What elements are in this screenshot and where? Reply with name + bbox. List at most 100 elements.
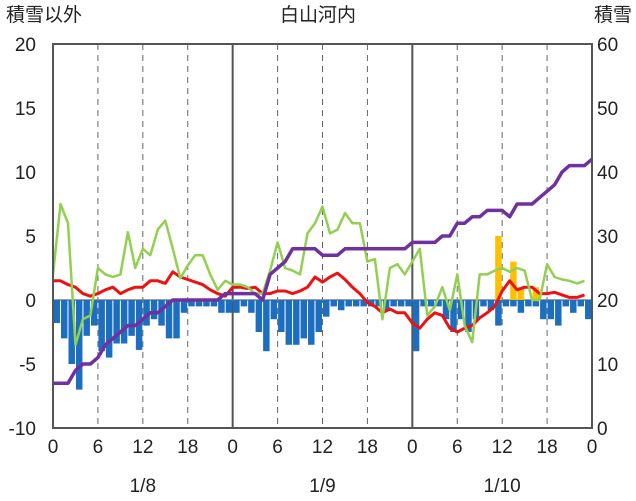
- right-axis-label: 積雪: [594, 4, 632, 26]
- series-line-1: [51, 202, 585, 347]
- x-tick-6: 12: [312, 437, 333, 458]
- x-tick-9: 6: [452, 437, 463, 458]
- bar-s0-19: [195, 300, 203, 307]
- bar-s0-20: [203, 300, 210, 307]
- date-labels: 1/8 1/9 1/10: [130, 476, 521, 497]
- bar-s0-27: [255, 300, 263, 332]
- bar-s0-63: [525, 300, 532, 307]
- bar-s0-39: [345, 300, 352, 307]
- bar-s0-24: [233, 300, 240, 313]
- date-label-1: 1/9: [309, 476, 335, 497]
- bar-s0-58: [487, 300, 495, 311]
- bar-s0-43: [375, 300, 382, 307]
- right-axis-ticks: 60 50 40 30 20 10 0: [597, 35, 618, 440]
- bar-s0-37: [330, 300, 337, 307]
- bar-s0-25: [240, 300, 248, 307]
- bar-s0-41: [360, 300, 367, 307]
- bar-s0-68: [562, 300, 570, 307]
- bar-s0-15: [165, 300, 173, 339]
- bar-s0-59: [495, 300, 502, 326]
- bar-s0-50: [427, 300, 435, 307]
- bar-s0-34: [308, 300, 315, 345]
- bar-s0-30: [278, 300, 285, 332]
- series-line-0: [53, 270, 585, 334]
- x-tick-1: 6: [93, 437, 104, 458]
- gridlines: [53, 44, 592, 428]
- lines: [51, 157, 594, 385]
- chart-title: 白山河内: [280, 4, 356, 26]
- bar-s0-28: [263, 300, 270, 352]
- x-tick-0: 0: [48, 437, 59, 458]
- x-tick-7: 18: [357, 437, 378, 458]
- bar-s0-65: [540, 300, 547, 320]
- bar-s0-6: [98, 300, 105, 352]
- bar-s0-55: [465, 300, 472, 332]
- bars: [53, 236, 592, 390]
- bar-s0-64: [532, 300, 540, 307]
- bar-s0-47: [405, 300, 412, 307]
- bar-s0-23: [225, 300, 233, 313]
- right-tick-0: 60: [597, 35, 618, 56]
- left-tick-1: 15: [15, 99, 36, 120]
- x-tick-10: 12: [492, 437, 513, 458]
- bar-s0-5: [90, 300, 98, 326]
- right-tick-2: 40: [597, 163, 618, 184]
- left-tick-6: -10: [9, 419, 36, 440]
- bar-s0-69: [570, 300, 577, 313]
- x-tick-5: 6: [272, 437, 283, 458]
- left-axis-ticks: 20 15 10 5 0 -5 -10: [9, 35, 36, 440]
- bar-s0-52: [442, 300, 450, 320]
- bar-s0-21: [210, 300, 218, 307]
- plot-border: [52, 43, 593, 429]
- bar-s0-40: [352, 300, 360, 307]
- bar-s0-9: [120, 300, 128, 344]
- bar-s0-2: [68, 300, 75, 364]
- bar-s1-61: [510, 261, 517, 300]
- bar-s0-66: [547, 300, 555, 320]
- right-tick-3: 30: [597, 227, 618, 248]
- left-axis-label: 積雪以外: [6, 4, 82, 26]
- bar-s0-70: [577, 300, 585, 307]
- bar-s0-7: [105, 300, 113, 358]
- date-label-2: 1/10: [484, 476, 521, 497]
- bar-s0-13: [150, 300, 158, 320]
- date-label-0: 1/8: [130, 476, 156, 497]
- bar-s0-26: [248, 300, 255, 313]
- bar-s0-29: [270, 300, 278, 320]
- left-tick-2: 10: [15, 163, 36, 184]
- bar-s1-64: [532, 287, 540, 300]
- bar-s0-0: [53, 300, 60, 324]
- left-tick-4: 0: [25, 291, 36, 312]
- bar-s0-1: [60, 300, 68, 339]
- right-tick-4: 20: [597, 291, 618, 312]
- bar-s0-32: [293, 300, 300, 345]
- bar-s0-61: [510, 300, 517, 307]
- x-tick-3: 18: [177, 437, 198, 458]
- bar-s0-17: [180, 300, 188, 313]
- bar-s0-16: [173, 300, 180, 339]
- bar-s0-67: [555, 300, 562, 326]
- bar-s0-8: [113, 300, 120, 344]
- bar-s0-62: [517, 300, 525, 313]
- x-tick-2: 12: [132, 437, 153, 458]
- bar-s0-51: [435, 300, 442, 307]
- bar-s0-71: [585, 300, 592, 320]
- plot-frame: [52, 43, 593, 429]
- bar-s0-10: [128, 300, 135, 336]
- bar-s0-14: [158, 300, 165, 326]
- bar-s0-53: [450, 300, 457, 332]
- right-tick-5: 10: [597, 355, 618, 376]
- bar-s0-49: [420, 300, 427, 307]
- series-line-2: [53, 157, 594, 385]
- right-tick-1: 50: [597, 99, 618, 120]
- bar-s0-46: [397, 300, 405, 307]
- bar-s0-60: [502, 300, 510, 307]
- bar-s0-22: [218, 300, 225, 313]
- x-tick-11: 18: [537, 437, 558, 458]
- bar-s0-12: [143, 300, 150, 326]
- left-tick-5: -5: [19, 355, 36, 376]
- bar-s0-38: [337, 300, 345, 311]
- bar-s0-18: [188, 300, 195, 307]
- bar-s0-3: [75, 300, 83, 390]
- bar-s0-36: [323, 300, 330, 317]
